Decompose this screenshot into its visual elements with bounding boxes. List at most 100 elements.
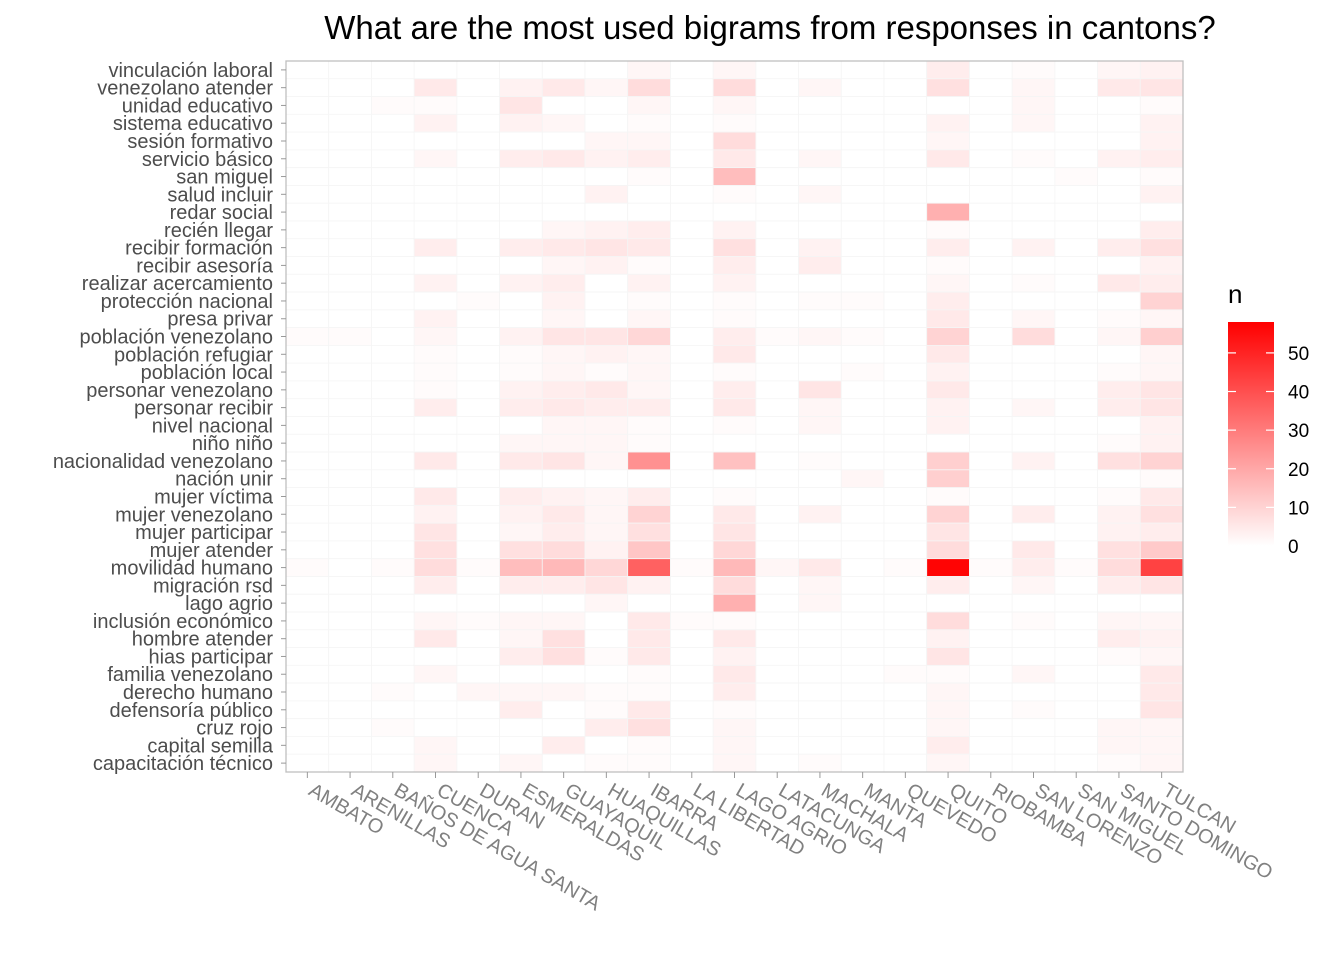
- heatmap-cell: [712, 664, 757, 684]
- heatmap-cell: [627, 131, 671, 151]
- heatmap-cell: [926, 647, 970, 666]
- heatmap-cell: [371, 256, 415, 275]
- heatmap-cell: [1011, 327, 1056, 346]
- heatmap-cell: [969, 647, 1013, 666]
- heatmap-cell: [1139, 647, 1184, 666]
- heatmap-cell: [285, 558, 330, 577]
- heatmap-cell: [969, 185, 1013, 204]
- heatmap-cell: [670, 611, 714, 631]
- heatmap-cell: [499, 522, 543, 542]
- heatmap-cell: [584, 451, 629, 471]
- heatmap-cell: [926, 593, 970, 613]
- heatmap-cell: [712, 113, 757, 133]
- heatmap-cell: [840, 202, 885, 222]
- heatmap-cell: [798, 113, 842, 133]
- heatmap-cell: [1097, 238, 1141, 257]
- heatmap-cell: [670, 736, 714, 755]
- heatmap-cell: [584, 576, 629, 595]
- heatmap-cell: [499, 185, 543, 204]
- heatmap-cell: [755, 256, 799, 275]
- heatmap-cell: [670, 202, 714, 222]
- heatmap-cell: [499, 273, 543, 293]
- heatmap-cell: [883, 469, 928, 489]
- y-tick-label: inclusión económico: [93, 611, 273, 633]
- heatmap-cell: [541, 113, 586, 133]
- heatmap-cell: [1139, 167, 1184, 186]
- heatmap-cell: [413, 558, 458, 577]
- heatmap-cell: [499, 362, 543, 382]
- heatmap-cell: [541, 327, 586, 346]
- heatmap-cell: [712, 78, 757, 97]
- heatmap-cell: [670, 487, 714, 506]
- heatmap-cell: [371, 416, 415, 435]
- heatmap-cell: [1054, 487, 1098, 506]
- heatmap-cell: [371, 344, 415, 364]
- heatmap-cell: [627, 647, 671, 666]
- heatmap-cell: [926, 273, 970, 293]
- heatmap-cell: [755, 629, 799, 648]
- heatmap-cell: [670, 504, 714, 524]
- heatmap-cell: [541, 718, 586, 737]
- heatmap-cell: [371, 664, 415, 684]
- heatmap-cell: [798, 647, 842, 666]
- heatmap-cell: [541, 309, 586, 329]
- heatmap-cell: [840, 273, 885, 293]
- heatmap-cell: [1054, 167, 1098, 186]
- heatmap-cell: [499, 327, 543, 346]
- heatmap-cell: [413, 647, 458, 666]
- chart-title: What are the most used bigrams from resp…: [324, 9, 1215, 46]
- heatmap-cell: [712, 344, 757, 364]
- heatmap-cell: [328, 78, 372, 97]
- y-tick-label: niño niño: [192, 433, 273, 455]
- heatmap-cell: [1139, 96, 1184, 115]
- heatmap-cell: [584, 647, 629, 666]
- heatmap-cell: [499, 504, 543, 524]
- heatmap-cell: [1139, 362, 1184, 382]
- heatmap-cell: [712, 185, 757, 204]
- heatmap-cell: [285, 753, 330, 773]
- y-tick-label: protección nacional: [101, 291, 273, 313]
- heatmap-cell: [969, 131, 1013, 151]
- heatmap-cell: [1097, 718, 1141, 737]
- heatmap-cell: [328, 576, 372, 595]
- heatmap-cell: [1011, 753, 1056, 773]
- heatmap-cell: [1097, 433, 1141, 453]
- heatmap-cell: [456, 522, 500, 542]
- heatmap-cell: [883, 629, 928, 648]
- heatmap-cell: [456, 753, 500, 773]
- heatmap-cell: [1139, 113, 1184, 133]
- heatmap-cell: [413, 96, 458, 115]
- y-tick-label: mujer atender: [150, 540, 274, 562]
- heatmap-cell: [670, 416, 714, 435]
- heatmap-cell: [883, 664, 928, 684]
- heatmap-cell: [798, 753, 842, 773]
- heatmap-cell: [883, 327, 928, 346]
- heatmap-cell: [755, 131, 799, 151]
- heatmap-cell: [969, 78, 1013, 97]
- heatmap-cell: [755, 309, 799, 329]
- heatmap-cell: [371, 647, 415, 666]
- heatmap-cell: [840, 593, 885, 613]
- heatmap-cell: [456, 433, 500, 453]
- y-tick-label: personar venezolano: [86, 380, 273, 402]
- heatmap-cell: [1011, 576, 1056, 595]
- heatmap-cell: [285, 682, 330, 702]
- heatmap-cell: [883, 611, 928, 631]
- heatmap-cell: [798, 149, 842, 169]
- heatmap-cell: [1139, 540, 1184, 560]
- heatmap-cell: [413, 700, 458, 720]
- heatmap-cell: [627, 238, 671, 257]
- heatmap-cell: [840, 504, 885, 524]
- heatmap-cell: [1054, 273, 1098, 293]
- heatmap-cell: [712, 451, 757, 471]
- heatmap-cell: [1139, 753, 1184, 773]
- heatmap-cell: [840, 238, 885, 257]
- heatmap-cell: [1097, 487, 1141, 506]
- heatmap-cell: [969, 416, 1013, 435]
- heatmap-cell: [541, 540, 586, 560]
- heatmap-cell: [456, 344, 500, 364]
- heatmap-cell: [584, 291, 629, 311]
- heatmap-cell: [755, 149, 799, 169]
- heatmap-cell: [798, 202, 842, 222]
- heatmap-cell: [584, 131, 629, 151]
